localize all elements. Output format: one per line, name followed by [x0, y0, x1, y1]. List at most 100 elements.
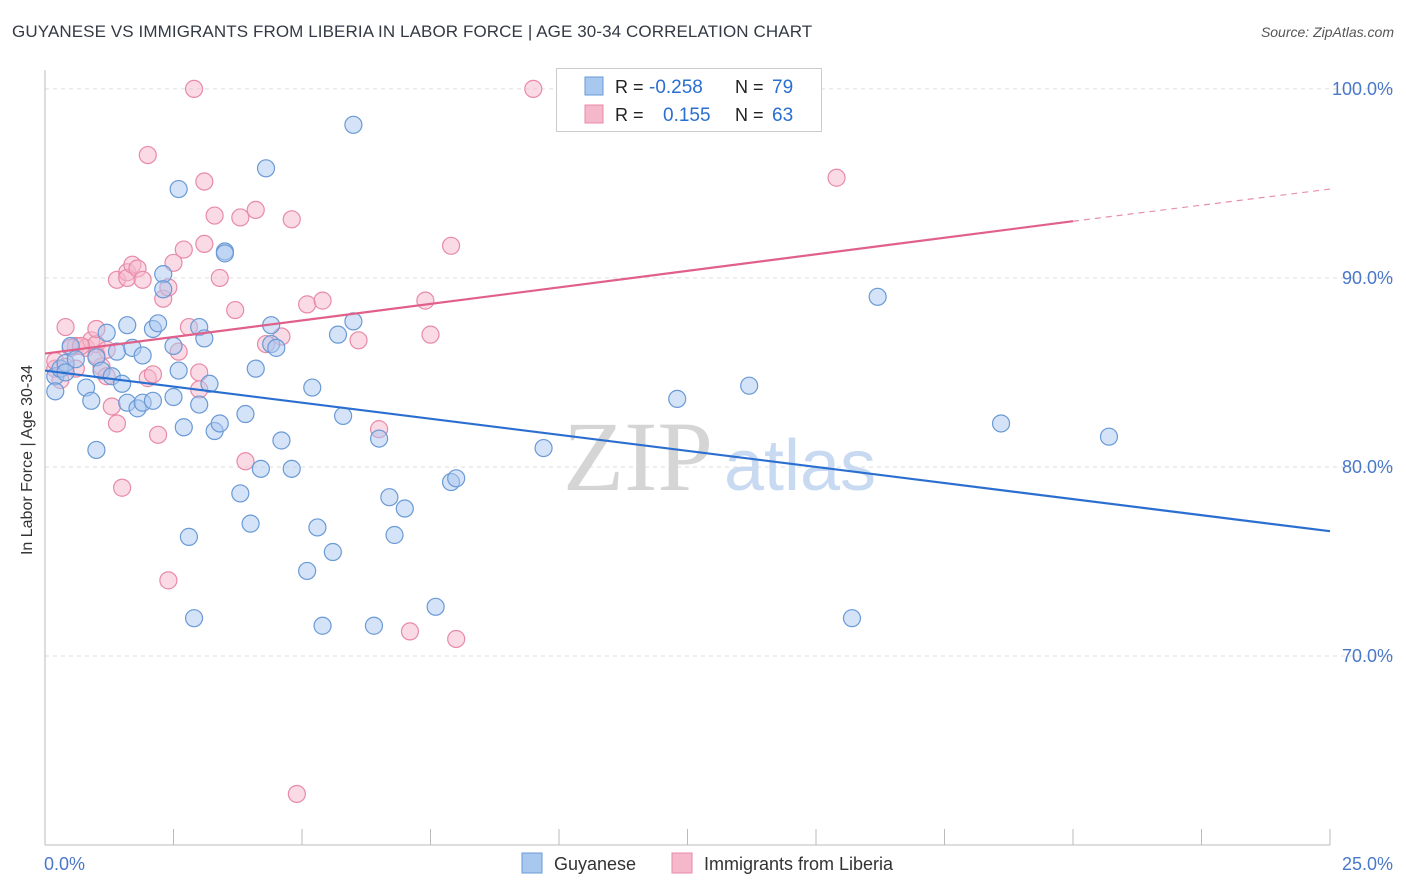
guyanese-point: [370, 429, 389, 448]
liberia-point: [416, 291, 435, 310]
liberia-point: [236, 452, 255, 471]
liberia-point: [447, 629, 466, 649]
guyanese-point: [66, 350, 85, 369]
liberia-point: [112, 478, 132, 497]
x-tick-label: 25.0%: [1342, 854, 1393, 874]
guyanese-point: [334, 406, 353, 426]
guyanese-point: [200, 374, 219, 393]
guyanese-point: [97, 323, 116, 342]
guyanese-point: [46, 382, 65, 401]
guyanese-trend-line: [44, 369, 1331, 533]
guyanese-point: [282, 459, 301, 478]
guyanese-point: [82, 391, 101, 410]
guyanese-point: [164, 387, 183, 407]
liberia-point: [159, 571, 178, 590]
liberia-point: [226, 300, 245, 320]
series-swatch-liberia: [671, 852, 693, 874]
liberia-point: [133, 270, 152, 289]
legend-swatch-liberia: [584, 104, 604, 124]
guyanese-point: [426, 597, 445, 616]
liberia-point: [164, 253, 183, 272]
liberia-point: [195, 172, 214, 191]
guyanese-point: [323, 542, 342, 562]
series-swatch-guyanese: [521, 852, 543, 874]
guyanese-point: [184, 609, 204, 628]
liberia-point: [524, 79, 543, 99]
guyanese-point: [148, 314, 168, 333]
x-tick-label: 0.0%: [44, 854, 85, 874]
guyanese-point: [668, 389, 687, 409]
guyanese-point: [534, 438, 553, 458]
guyanese-point: [868, 287, 887, 306]
guyanese-point: [190, 395, 209, 414]
liberia-point: [282, 210, 301, 229]
legend-r-label: R =: [615, 105, 644, 125]
liberia-point: [441, 236, 461, 255]
liberia-point: [246, 200, 265, 219]
series-legend: Guyanese Immigrants from Liberia: [0, 848, 1406, 878]
liberia-trend-line: [44, 220, 1074, 355]
legend-r-value: 0.155: [663, 105, 711, 126]
liberia-point: [827, 168, 846, 187]
guyanese-point: [215, 244, 234, 263]
liberia-point: [205, 206, 224, 225]
guyanese-point: [246, 359, 265, 378]
series-label-liberia: Immigrants from Liberia: [704, 854, 894, 874]
guyanese-point: [174, 418, 193, 437]
guyanese-point: [154, 280, 173, 299]
guyanese-point: [1099, 427, 1119, 446]
legend-n-label: N =: [735, 77, 764, 97]
guyanese-point: [272, 431, 291, 450]
guyanese-point: [308, 518, 327, 537]
watermark-zip: ZIP: [563, 401, 713, 512]
legend-swatch-guyanese: [584, 76, 604, 96]
legend-n-value: 63: [772, 105, 793, 126]
guyanese-point: [143, 391, 163, 410]
liberia-point: [148, 425, 168, 444]
liberia-point: [400, 622, 420, 641]
liberia-point: [421, 325, 440, 344]
guyanese-point: [112, 374, 132, 393]
liberia-point: [210, 268, 229, 288]
guyanese-point: [447, 469, 466, 488]
legend-n-label: N =: [735, 105, 764, 125]
guyanese-point: [256, 159, 276, 178]
liberia-point: [107, 414, 127, 433]
y-tick-label: 70.0%: [1342, 646, 1393, 666]
guyanese-point: [385, 525, 404, 545]
guyanese-point: [154, 265, 173, 284]
guyanese-point: [328, 325, 348, 344]
series-label-guyanese: Guyanese: [554, 854, 636, 874]
guyanese-point: [169, 361, 188, 380]
guyanese-point: [842, 609, 862, 628]
chart-source: Source: ZipAtlas.com: [1260, 24, 1394, 40]
liberia-point: [174, 240, 193, 259]
guyanese-point: [210, 414, 229, 433]
liberia-trend-extension: [1072, 188, 1331, 222]
y-tick-label: 80.0%: [1342, 457, 1393, 477]
liberia-points: [46, 79, 846, 804]
liberia-point: [138, 145, 157, 165]
guyanese-points: [46, 115, 1119, 635]
guyanese-point: [303, 378, 322, 397]
trend-lines: [44, 188, 1331, 533]
guyanese-point: [236, 404, 255, 424]
legend-r-value: -0.258: [649, 77, 703, 98]
guyanese-point: [380, 488, 399, 507]
legend-r-label: R =: [615, 77, 644, 97]
y-tick-label: 100.0%: [1332, 79, 1393, 99]
tick-labels: 100.0% 90.0% 80.0% 70.0% 0.0% 25.0%: [44, 79, 1393, 874]
guyanese-point: [344, 115, 363, 134]
guyanese-point: [395, 499, 414, 518]
guyanese-point: [991, 414, 1011, 433]
guyanese-point: [118, 316, 137, 335]
legend-n-value: 79: [772, 77, 793, 98]
liberia-point: [102, 397, 121, 416]
liberia-point: [287, 784, 306, 804]
guyanese-point: [133, 346, 152, 365]
guyanese-point: [313, 616, 332, 635]
liberia-point: [313, 291, 332, 310]
correlation-legend: R = -0.258 N = 79 R = 0.155 N = 63: [556, 68, 822, 132]
liberia-point: [349, 331, 368, 350]
